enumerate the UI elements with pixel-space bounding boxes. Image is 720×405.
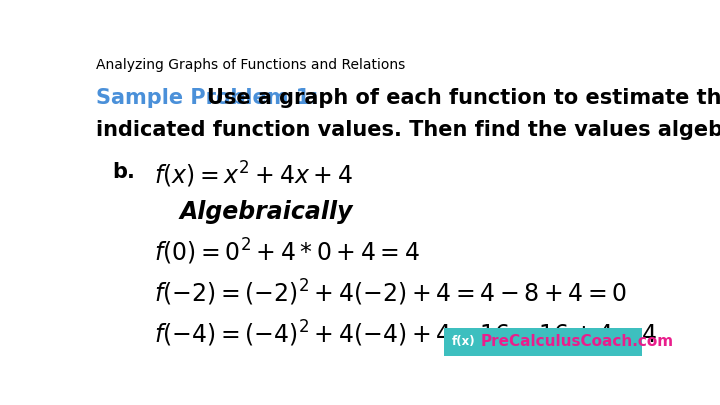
Text: PreCalculusCoach.com: PreCalculusCoach.com — [481, 334, 674, 349]
Text: indicated function values. Then find the values algebraically.: indicated function values. Then find the… — [96, 120, 720, 140]
Text: Analyzing Graphs of Functions and Relations: Analyzing Graphs of Functions and Relati… — [96, 58, 405, 72]
Text: $f(0) = 0^2 + 4 * 0 + 4 = 4$: $f(0) = 0^2 + 4 * 0 + 4 = 4$ — [154, 237, 420, 267]
Text: $f(-4) = (-4)^2 + 4(-4) + 4 = 16 - 16 + 4 = 4$: $f(-4) = (-4)^2 + 4(-4) + 4 = 16 - 16 + … — [154, 318, 657, 349]
Text: b.: b. — [112, 162, 135, 182]
Text: $f(x) = x^2 + 4x + 4$: $f(x) = x^2 + 4x + 4$ — [154, 159, 353, 190]
FancyBboxPatch shape — [444, 328, 642, 356]
Text: Use a graph of each function to estimate the: Use a graph of each function to estimate… — [207, 87, 720, 108]
Text: f(x): f(x) — [451, 335, 475, 347]
Text: Sample Problem 1:: Sample Problem 1: — [96, 87, 318, 108]
Text: $f(-2) = (-2)^2 + 4(-2) + 4 = 4 - 8 + 4 = 0$: $f(-2) = (-2)^2 + 4(-2) + 4 = 4 - 8 + 4 … — [154, 278, 627, 308]
Text: Algebraically: Algebraically — [179, 200, 353, 224]
